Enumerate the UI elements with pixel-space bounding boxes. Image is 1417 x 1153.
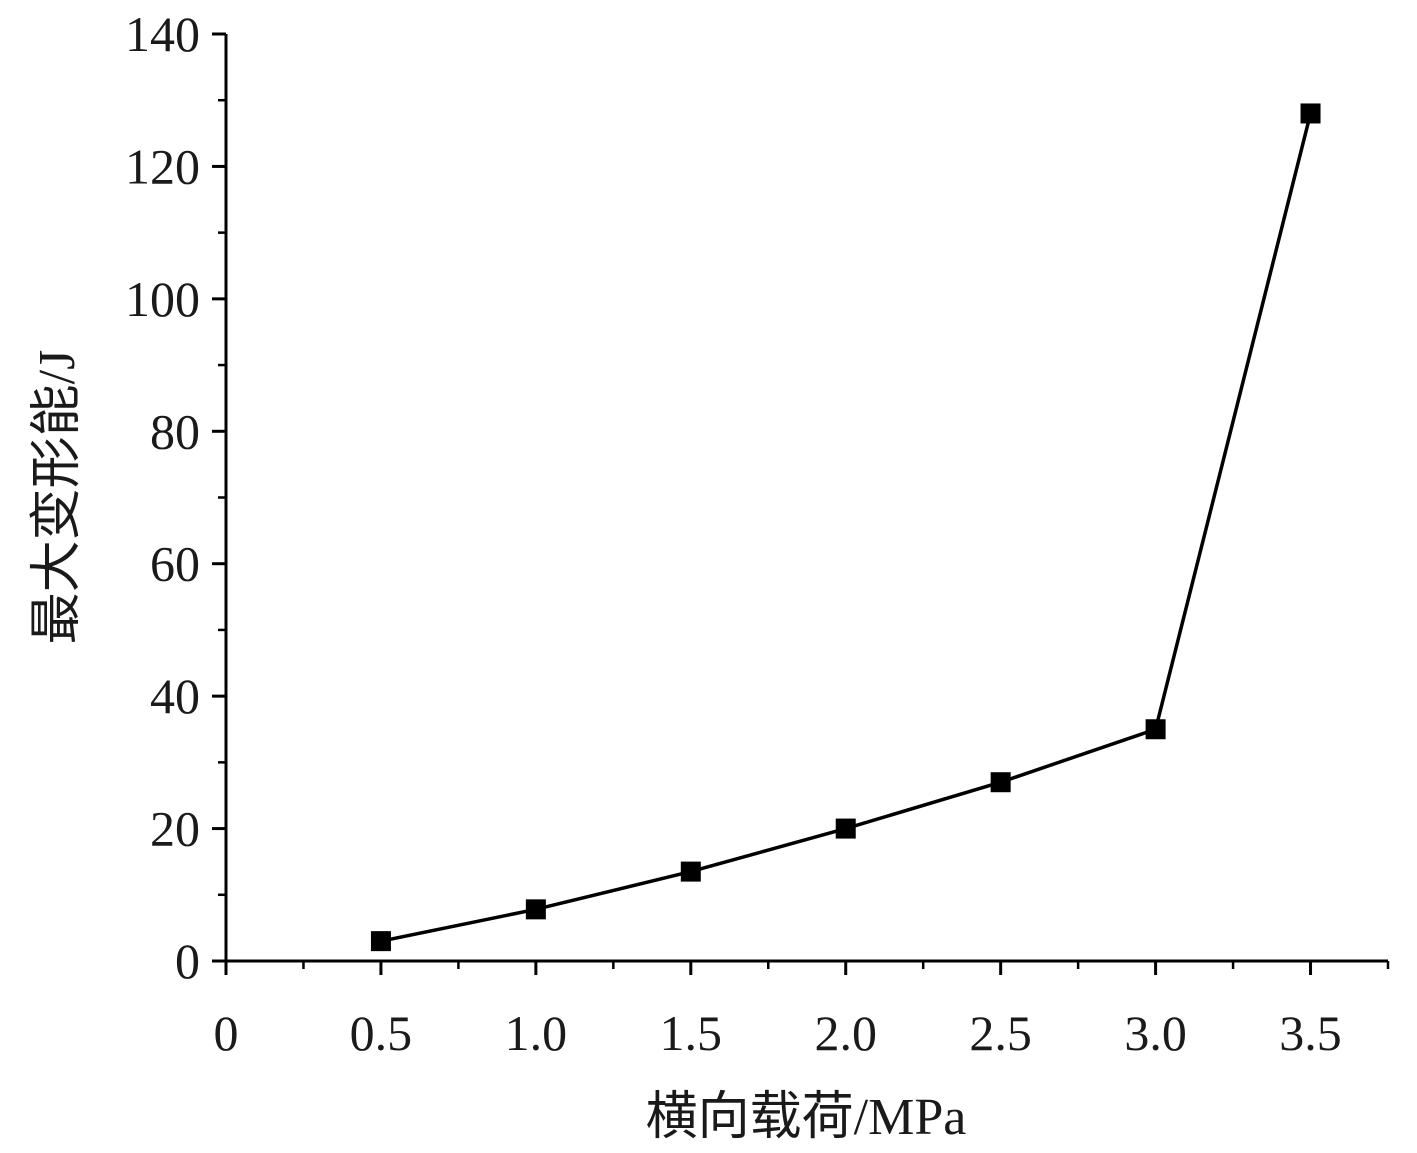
x-tick-label: 2.0 [814, 1005, 877, 1061]
series-layer [370, 103, 1321, 952]
y-tick-label: 0 [175, 933, 200, 989]
x-tick-label: 1.0 [505, 1005, 568, 1061]
y-axis-title: 最大变形能/J [29, 350, 86, 645]
y-axis-ticks: 0 20 40 60 80 100 120 140 [125, 6, 226, 989]
y-tick-label: 120 [125, 138, 200, 194]
data-point [1145, 719, 1166, 740]
data-point [680, 861, 701, 882]
x-tick-label: 0 [214, 1005, 239, 1061]
y-tick-label: 140 [125, 6, 200, 62]
x-axis-ticks: 0 0.5 1.0 1.5 2.0 2.5 3.0 3.5 [214, 961, 1390, 1061]
data-point [525, 899, 546, 920]
data-point [990, 772, 1011, 793]
data-point [1300, 103, 1321, 124]
plot-area: 0 0.5 1.0 1.5 2.0 2.5 3.0 3.5 0 20 40 60 80 100 120 14… [125, 6, 1390, 1061]
x-tick-label: 1.5 [660, 1005, 723, 1061]
x-axis-title: 横向载荷/MPa [646, 1089, 967, 1146]
x-tick-label: 0.5 [350, 1005, 413, 1061]
x-tick-label: 2.5 [969, 1005, 1032, 1061]
data-point [835, 818, 856, 839]
y-tick-label: 40 [150, 668, 200, 724]
y-tick-label: 20 [150, 801, 200, 857]
x-tick-label: 3.0 [1124, 1005, 1187, 1061]
x-tick-label: 3.5 [1279, 1005, 1342, 1061]
data-point [370, 931, 391, 952]
series-line [380, 113, 1313, 943]
y-tick-label: 100 [125, 271, 200, 327]
y-tick-label: 80 [150, 403, 200, 459]
y-tick-label: 60 [150, 536, 200, 592]
